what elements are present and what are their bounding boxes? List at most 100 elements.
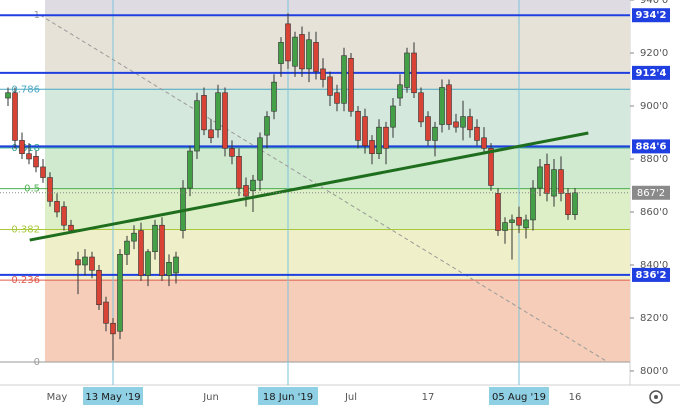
candle-body [138,230,144,276]
x-marker-box [258,387,318,405]
candle-body [502,222,508,231]
candle-body [320,68,326,80]
fib-label: 0.618 [11,143,40,154]
trendline [29,131,589,242]
candle-body [327,76,333,96]
y-tick-label: 900'0 [640,101,668,112]
candle-body [173,256,179,274]
candle-body [537,166,543,189]
candle-body [474,126,480,141]
x-tick-label: May [47,392,68,403]
x-tick-label: 05 Aug '19 [492,392,546,403]
fib-label: 0.382 [11,224,40,235]
candle-body [152,224,158,253]
x-marker-box [83,387,143,405]
candle-body [418,92,424,123]
candle-body [306,39,312,70]
y-tick-label: 840'0 [640,260,668,271]
candle-body [201,95,207,131]
fib-label: 0.236 [11,275,40,286]
candle-body [425,116,431,141]
candle-body [131,232,137,242]
dashed-line [39,14,606,361]
candle-body [495,193,501,231]
y-tick-label: 860'0 [640,207,668,218]
candle-body [19,140,25,154]
candle-body [446,84,452,125]
x-tick-label: Jun [202,392,219,403]
candle-body [516,216,522,226]
candle-body [264,116,270,136]
candle-body [404,52,410,88]
candle-body [383,126,389,149]
y-tick-label: 880'0 [640,154,668,165]
x-tick-label: 13 May '19 [85,392,140,403]
candle-body [313,42,319,72]
candle-body [390,105,396,128]
candle-body [558,169,564,194]
candle-body [369,140,375,154]
candle-body [61,206,67,226]
candle-body [572,192,578,215]
candle-body [47,177,53,202]
candle-body [285,23,291,62]
candle-body [432,126,438,141]
candle-body [215,92,221,131]
y-tick-label: 940'0 [640,0,668,6]
candle-body [103,301,109,324]
candle-body [145,251,151,276]
candle-body [565,193,571,215]
fib-label: 0.786 [11,84,40,95]
candle-body [299,34,305,70]
fib-band [45,188,630,230]
candle-body [453,121,459,128]
candle-body [341,55,347,104]
last-price-label: 867'2 [637,188,665,199]
level-label: 912'4 [636,68,667,79]
candle-body [523,219,529,229]
candle-body [229,148,235,157]
y-tick-label: 800'0 [640,366,668,377]
candle-body [222,92,228,149]
candle-body [187,150,193,189]
candle-body [544,163,550,194]
candle-body [26,153,32,160]
candle-body [243,185,249,197]
candle-body [467,116,473,131]
level-box [632,8,670,23]
candle-body [250,179,256,192]
level-box [632,267,670,282]
candle-body [96,269,102,306]
candle-body [278,42,284,64]
candle-body [117,254,123,332]
candle-body [236,156,242,189]
candle-body [12,92,18,141]
candle-body [376,126,382,154]
fib-label: 0.5 [24,184,40,195]
candle-body [488,148,494,186]
x-tick-label: Jul [344,392,357,403]
candle-body [348,57,354,112]
x-tick-label: 17 [422,392,435,403]
candle-body [271,81,277,112]
candle-body [530,187,536,221]
candle-body [355,110,361,141]
candle-body [509,219,515,223]
level-label: 884'6 [636,141,667,152]
candle-body [68,224,74,231]
candle-body [257,137,263,181]
level-label: 934'2 [636,10,667,21]
candle-body [397,84,403,99]
candle-body [439,87,445,125]
candle-body [166,262,172,276]
x-marker-box [489,387,549,405]
candle-body [40,166,46,178]
candle-body [411,52,417,94]
candle-body [551,169,557,197]
candle-body [194,100,200,152]
candle-body [460,116,466,128]
y-tick-label: 820'0 [640,313,668,324]
candle-body [159,224,165,276]
settings-icon[interactable] [649,390,663,404]
